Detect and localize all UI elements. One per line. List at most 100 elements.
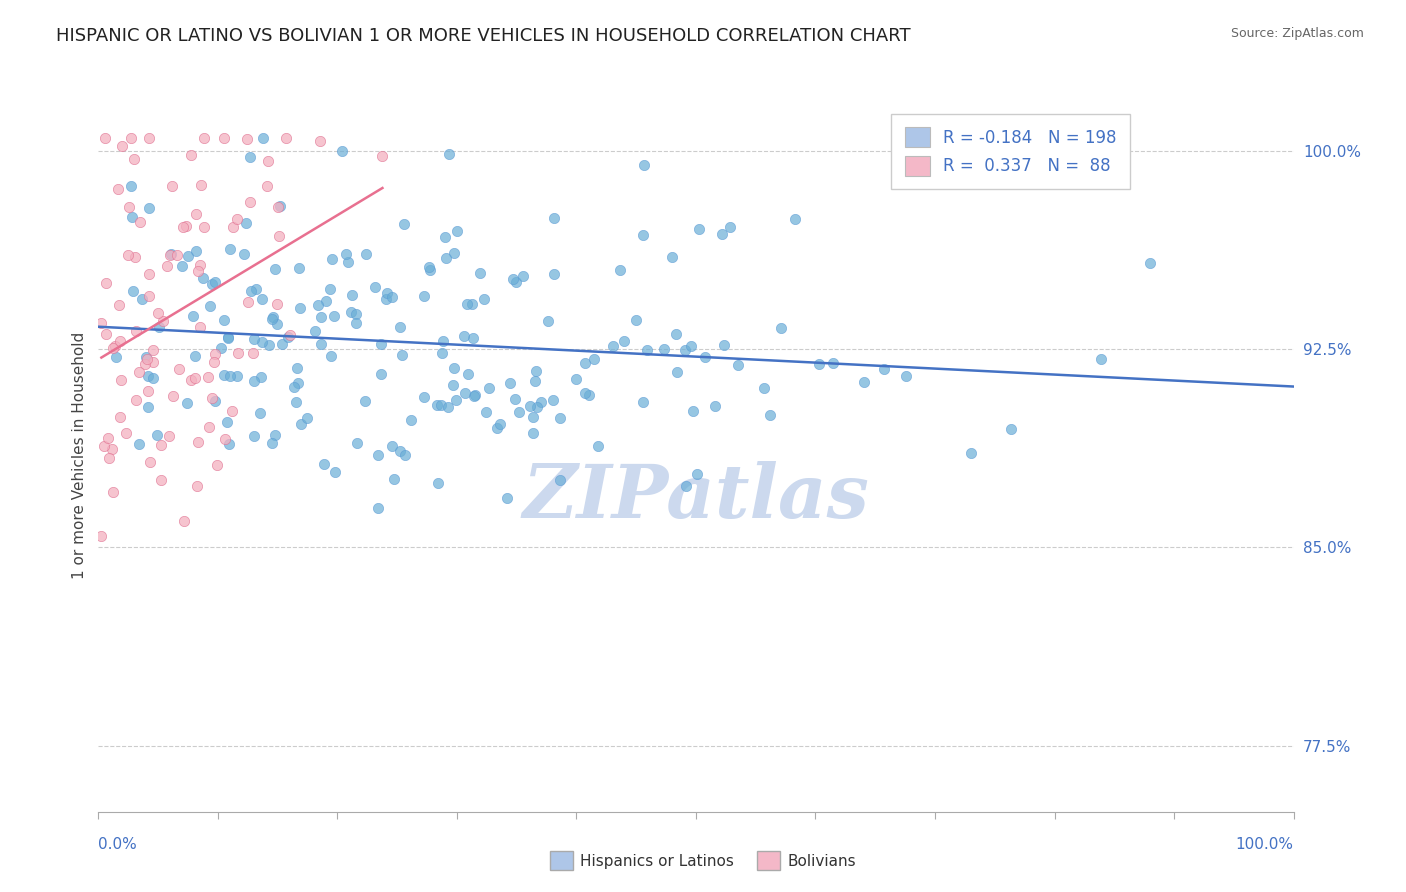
Point bbox=[250, 292, 273, 306]
Point bbox=[219, 369, 242, 384]
Point bbox=[426, 398, 449, 412]
Point bbox=[419, 263, 441, 277]
Point bbox=[468, 266, 491, 280]
Point bbox=[138, 288, 160, 302]
Point bbox=[162, 389, 184, 403]
Point bbox=[412, 288, 434, 302]
Point bbox=[97, 431, 120, 445]
Point bbox=[524, 374, 547, 388]
Point bbox=[375, 285, 398, 300]
Point bbox=[212, 130, 235, 145]
Point bbox=[456, 297, 478, 311]
Point bbox=[252, 130, 274, 145]
Point bbox=[239, 150, 262, 164]
Point bbox=[512, 268, 534, 283]
Point bbox=[267, 229, 290, 244]
Point bbox=[453, 329, 475, 343]
Point bbox=[187, 264, 209, 278]
Point bbox=[321, 252, 343, 266]
Point bbox=[242, 346, 264, 360]
Point bbox=[297, 411, 319, 425]
Point bbox=[602, 339, 624, 353]
Point bbox=[461, 297, 484, 311]
Point bbox=[344, 316, 367, 330]
Point bbox=[225, 368, 247, 383]
Point bbox=[125, 392, 148, 407]
Point bbox=[193, 219, 215, 234]
Point bbox=[148, 320, 170, 334]
Point bbox=[633, 158, 655, 172]
Point bbox=[309, 134, 332, 148]
Point bbox=[162, 178, 184, 193]
Point bbox=[96, 326, 118, 341]
Point bbox=[142, 354, 165, 368]
Point bbox=[256, 178, 278, 193]
Point bbox=[682, 403, 704, 417]
Point bbox=[173, 514, 195, 528]
Point bbox=[688, 221, 710, 235]
Point bbox=[148, 306, 170, 320]
Point bbox=[118, 200, 141, 214]
Point bbox=[443, 246, 465, 260]
Point bbox=[578, 387, 600, 401]
Point bbox=[212, 368, 235, 382]
Point bbox=[101, 442, 124, 457]
Point bbox=[202, 354, 225, 368]
Point bbox=[150, 473, 173, 487]
Point bbox=[526, 364, 548, 378]
Point bbox=[228, 346, 250, 360]
Point bbox=[157, 429, 180, 443]
Point bbox=[287, 260, 309, 275]
Point bbox=[394, 217, 416, 231]
Point bbox=[249, 406, 271, 420]
Point bbox=[180, 373, 202, 387]
Point bbox=[285, 360, 308, 375]
Point bbox=[489, 417, 512, 431]
Point bbox=[339, 305, 361, 319]
Point bbox=[134, 357, 156, 371]
Point bbox=[135, 350, 157, 364]
Point bbox=[111, 139, 134, 153]
Point bbox=[193, 130, 215, 145]
Point bbox=[508, 405, 530, 419]
Point bbox=[190, 178, 212, 193]
Point bbox=[124, 250, 146, 264]
Point bbox=[478, 381, 501, 395]
Point bbox=[277, 329, 299, 343]
Point bbox=[323, 310, 346, 324]
Point bbox=[108, 334, 131, 349]
Point bbox=[138, 268, 160, 282]
Point bbox=[160, 247, 183, 261]
Point bbox=[388, 444, 411, 458]
Point bbox=[269, 199, 291, 213]
Point bbox=[1000, 422, 1022, 436]
Point bbox=[115, 426, 138, 441]
Point bbox=[256, 153, 278, 168]
Point bbox=[159, 248, 181, 262]
Point bbox=[285, 394, 308, 409]
Point bbox=[287, 376, 309, 390]
Point bbox=[181, 309, 204, 323]
Point bbox=[167, 362, 190, 376]
Point bbox=[240, 284, 263, 298]
Point bbox=[104, 350, 127, 364]
Point bbox=[290, 417, 312, 431]
Point bbox=[209, 341, 232, 355]
Point bbox=[354, 247, 377, 261]
Text: 100.0%: 100.0% bbox=[1236, 837, 1294, 852]
Point bbox=[172, 220, 194, 235]
Point bbox=[239, 194, 262, 209]
Point bbox=[631, 227, 654, 242]
Point bbox=[218, 242, 240, 256]
Point bbox=[131, 292, 153, 306]
Point bbox=[353, 394, 375, 409]
Text: ZIPatlas: ZIPatlas bbox=[523, 461, 869, 534]
Point bbox=[808, 358, 831, 372]
Point bbox=[1090, 352, 1112, 367]
Point bbox=[262, 310, 284, 324]
Point bbox=[710, 227, 733, 241]
Point bbox=[120, 130, 142, 145]
Point bbox=[609, 263, 631, 277]
Point bbox=[543, 211, 565, 226]
Point bbox=[852, 375, 875, 389]
